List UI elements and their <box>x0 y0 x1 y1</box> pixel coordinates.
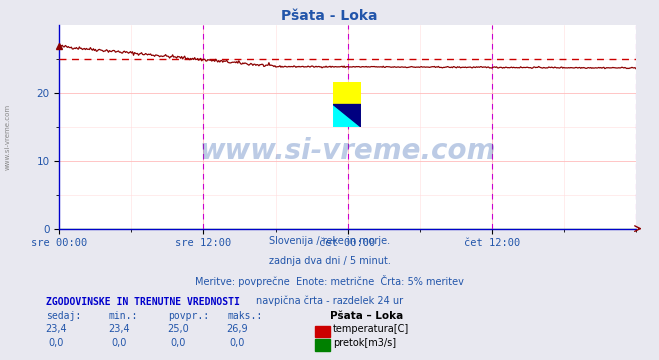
Text: ZGODOVINSKE IN TRENUTNE VREDNOSTI: ZGODOVINSKE IN TRENUTNE VREDNOSTI <box>46 297 240 307</box>
Text: maks.:: maks.: <box>227 311 262 321</box>
Text: Pšata - Loka: Pšata - Loka <box>281 9 378 23</box>
Text: www.si-vreme.com: www.si-vreme.com <box>200 137 496 165</box>
Text: 25,0: 25,0 <box>167 324 189 334</box>
Text: Meritve: povprečne  Enote: metrične  Črta: 5% meritev: Meritve: povprečne Enote: metrične Črta:… <box>195 275 464 287</box>
Polygon shape <box>333 104 361 127</box>
Text: povpr.:: povpr.: <box>168 311 209 321</box>
Text: Pšata – Loka: Pšata – Loka <box>330 311 403 321</box>
Text: 0,0: 0,0 <box>170 338 186 348</box>
Text: 0,0: 0,0 <box>229 338 245 348</box>
Text: 23,4: 23,4 <box>108 324 129 334</box>
Text: 23,4: 23,4 <box>45 324 67 334</box>
Bar <box>333 82 361 104</box>
Text: temperatura[C]: temperatura[C] <box>333 324 409 334</box>
Polygon shape <box>333 104 361 127</box>
Text: min.:: min.: <box>109 311 138 321</box>
Text: 26,9: 26,9 <box>227 324 248 334</box>
Text: 0,0: 0,0 <box>48 338 64 348</box>
Text: zadnja dva dni / 5 minut.: zadnja dva dni / 5 minut. <box>269 256 390 266</box>
Text: Slovenija / reke in morje.: Slovenija / reke in morje. <box>269 236 390 246</box>
Text: www.si-vreme.com: www.si-vreme.com <box>5 104 11 170</box>
Text: sedaj:: sedaj: <box>46 311 81 321</box>
Text: navpična črta - razdelek 24 ur: navpična črta - razdelek 24 ur <box>256 295 403 306</box>
Text: 0,0: 0,0 <box>111 338 127 348</box>
Text: pretok[m3/s]: pretok[m3/s] <box>333 338 396 348</box>
